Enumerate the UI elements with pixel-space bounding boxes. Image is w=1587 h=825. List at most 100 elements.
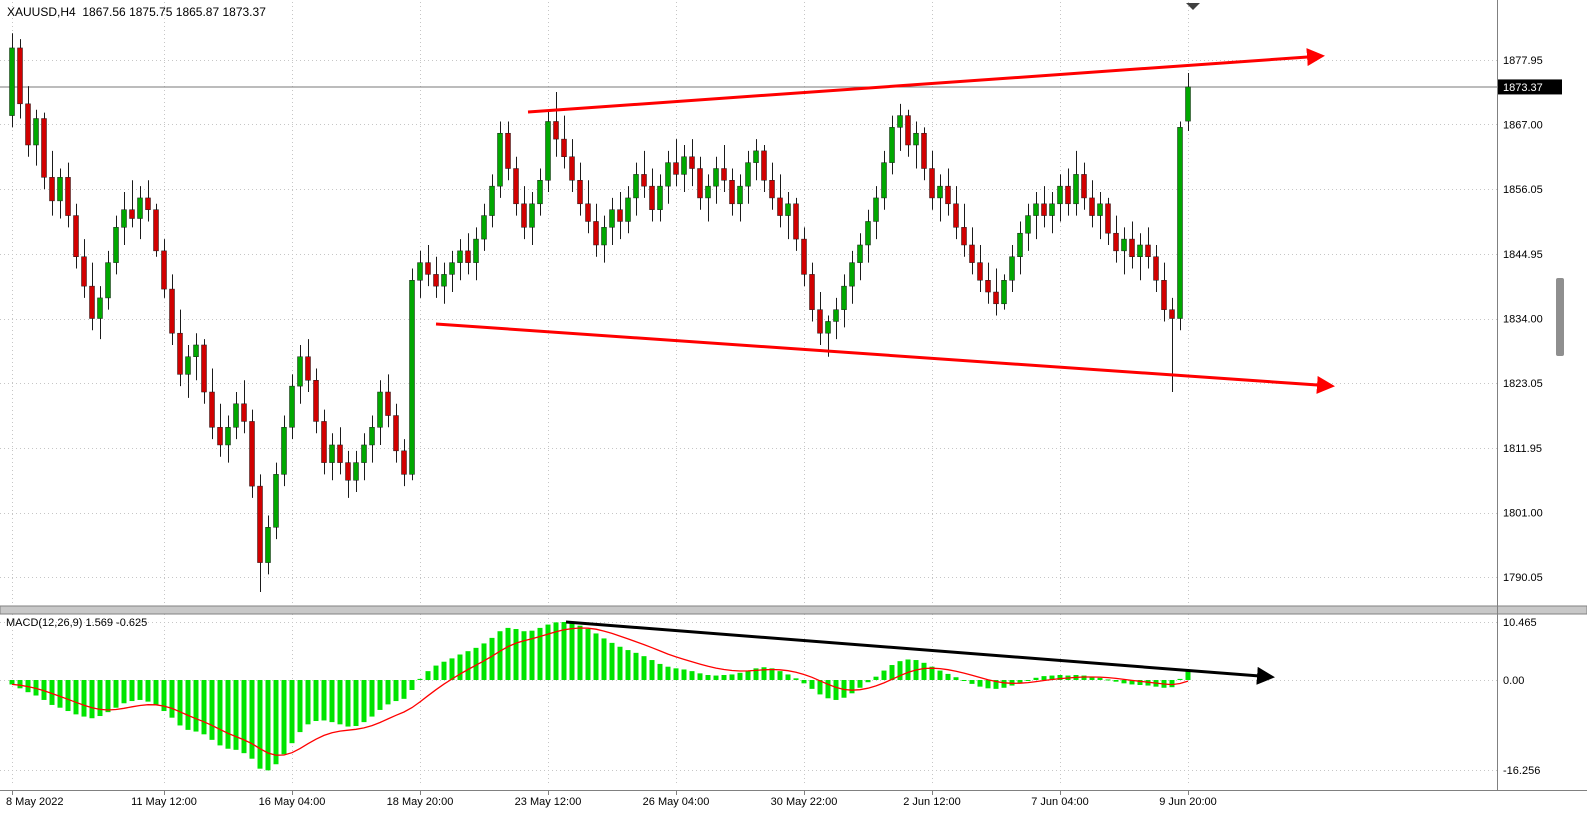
- candle-body: [441, 274, 447, 287]
- price-axis-label: 1801.00: [1503, 508, 1543, 520]
- candle-body: [1169, 309, 1175, 319]
- macd-bar: [249, 680, 255, 759]
- macd-bar: [1001, 680, 1007, 688]
- candle-body: [249, 421, 255, 487]
- upper-trendline-arrow[interactable]: [527, 48, 1325, 114]
- candle-body: [145, 197, 151, 210]
- macd-bar: [929, 666, 935, 680]
- macd-bar: [481, 643, 487, 680]
- macd-bar: [409, 680, 415, 690]
- candle: [1081, 162, 1087, 210]
- macd-bar: [1137, 680, 1143, 685]
- candle: [1089, 180, 1095, 228]
- candle: [1001, 274, 1007, 310]
- macd-bar: [817, 680, 823, 695]
- candle-body: [457, 250, 463, 263]
- candle: [961, 203, 967, 257]
- macd-bar: [1049, 675, 1055, 680]
- time-axis-label: 23 May 12:00: [515, 796, 582, 808]
- candle: [1137, 233, 1143, 281]
- time-axis-label: 11 May 12:00: [131, 796, 197, 808]
- candle: [513, 156, 519, 216]
- macd-bar: [97, 680, 103, 717]
- candle: [177, 309, 183, 387]
- candle: [945, 168, 951, 216]
- candle: [521, 186, 527, 240]
- candle: [1065, 168, 1071, 216]
- candle: [705, 174, 711, 222]
- candle-body: [361, 444, 367, 463]
- macd-trendline-arrow[interactable]: [565, 620, 1275, 685]
- candle-body: [1033, 203, 1039, 216]
- macd-bar: [825, 680, 831, 699]
- pane-separator[interactable]: [0, 605, 1587, 615]
- candle-body: [1177, 127, 1183, 319]
- macd-bar: [1177, 678, 1183, 680]
- macd-bar: [465, 651, 471, 680]
- macd-bar: [297, 680, 303, 733]
- macd-bar: [177, 680, 183, 726]
- candle-body: [417, 262, 423, 281]
- candle-body: [865, 221, 871, 246]
- candle-body: [209, 391, 215, 428]
- candle-body: [433, 274, 439, 287]
- candle-body: [121, 209, 127, 228]
- macd-bar: [345, 680, 351, 727]
- candle-body: [689, 156, 695, 169]
- macd-bar: [745, 670, 751, 680]
- candle: [593, 203, 599, 257]
- candle-body: [929, 168, 935, 199]
- candle: [697, 156, 703, 210]
- candle: [465, 233, 471, 275]
- candle: [801, 227, 807, 287]
- macd-bar: [385, 680, 391, 705]
- price-axis-label: 1877.95: [1503, 55, 1543, 67]
- macd-bar: [65, 680, 71, 712]
- scrollbar-thumb[interactable]: [1556, 278, 1564, 356]
- candle: [97, 286, 103, 340]
- scroll-to-end-icon[interactable]: [1186, 3, 1200, 10]
- lower-trendline-arrow[interactable]: [435, 322, 1335, 394]
- candle-body: [977, 262, 983, 281]
- candle-body: [1089, 197, 1095, 216]
- candle-body: [409, 280, 415, 475]
- candle-body: [329, 444, 335, 463]
- candle-body: [841, 285, 847, 310]
- macd-bar: [289, 680, 295, 744]
- macd-bar: [393, 680, 399, 702]
- candle-body: [729, 180, 735, 205]
- candle: [265, 515, 271, 575]
- candle-body: [545, 121, 551, 181]
- candle: [425, 244, 431, 287]
- candle-body: [1049, 203, 1055, 216]
- candle: [569, 139, 575, 193]
- candle: [121, 192, 127, 245]
- macd-bar: [105, 680, 111, 713]
- candle: [281, 415, 287, 487]
- candle: [921, 127, 927, 181]
- candle-body: [57, 177, 63, 202]
- candle-body: [513, 168, 519, 205]
- candle: [1153, 244, 1159, 293]
- candle-body: [825, 321, 831, 334]
- candle-body: [33, 118, 39, 146]
- macd-bar: [193, 680, 199, 732]
- candle-body: [577, 180, 583, 205]
- candle: [681, 144, 687, 193]
- macd-bar: [145, 680, 151, 702]
- macd-bar: [665, 666, 671, 680]
- macd-bar: [209, 680, 215, 740]
- candle: [377, 380, 383, 445]
- candle: [993, 268, 999, 316]
- candle: [385, 374, 391, 428]
- candle-body: [697, 168, 703, 199]
- candle-body: [321, 421, 327, 463]
- candle: [153, 203, 159, 257]
- candle-body: [657, 185, 663, 210]
- candle-body: [1073, 174, 1079, 205]
- candle-body: [113, 227, 119, 263]
- candle: [633, 162, 639, 216]
- candle: [737, 174, 743, 222]
- macd-bar: [121, 680, 127, 704]
